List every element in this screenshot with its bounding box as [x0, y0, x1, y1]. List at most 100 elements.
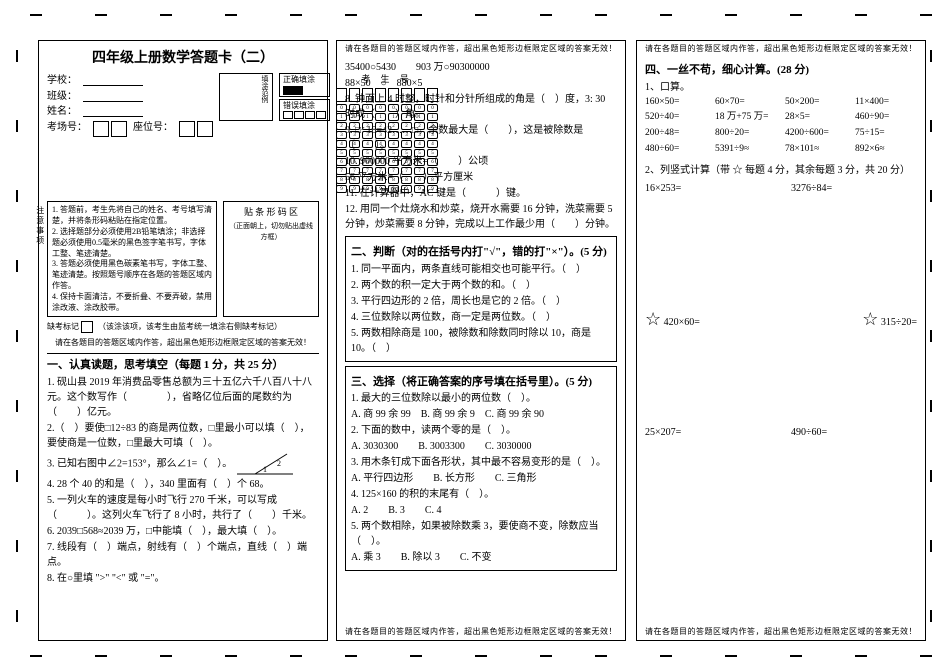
mental-calc-grid: 160×50= 60×70= 50×200= 11×400= 520÷40= 18 万+7… — [645, 96, 917, 157]
barcode-sub: （正面朝上，切勿贴出虚线方框） — [228, 221, 314, 241]
section-1-head: 一、认真读题，思考填空（每题 1 分，共 25 分） — [47, 353, 319, 374]
calc-item: 75÷15= — [855, 127, 917, 141]
svg-text:1: 1 — [263, 465, 267, 474]
calc-item: 892×6≈ — [855, 143, 917, 157]
notice-3: 3. 答题必须使用黑色碳素笔书写，字体工整、笔迹清楚。按照题号顺序在各题的答题区… — [52, 259, 212, 291]
col-2: 3276÷84= — [791, 182, 917, 197]
fill-samples: 正确填涂 错误填涂 — [279, 73, 330, 124]
calc-item: 160×50= — [645, 96, 707, 110]
fill-example: 填涂范例 — [219, 73, 273, 121]
q2-4: 4. 三位数除以两位数，商一定是两位数。（ ） — [351, 310, 611, 325]
q3-4: 4. 125×160 的积的末尾有（ ）。 — [351, 487, 611, 502]
star-row-1: ☆ ☆ 420×60=420×60= ☆ 315÷20= — [645, 306, 917, 332]
calc-item: 800÷20= — [715, 127, 777, 141]
field-school[interactable] — [83, 74, 143, 86]
calc-item: 480÷60= — [645, 143, 707, 157]
edge-bot-3: 请在各题目的答题区域内作答，超出黑色矩形边框限定区域的答案无效！ — [637, 626, 925, 638]
calc-item: 4200÷600= — [785, 127, 847, 141]
fill-bad-label: 错误填涂 — [283, 101, 315, 110]
fill-title: 填涂范例 — [223, 75, 269, 119]
seat-boxes[interactable] — [179, 121, 213, 137]
q3-5o: A. 乘 3 B. 除以 3 C. 不变 — [351, 550, 611, 565]
calc-item: 78×101≈ — [785, 143, 847, 157]
col-6: 490÷60= — [791, 426, 917, 441]
svg-text:2: 2 — [277, 459, 281, 468]
kousuan-head: 1、口算。 — [645, 80, 917, 95]
col-5: 25×207= — [645, 426, 771, 441]
notice-2: 2. 选择题部分必须使用2B铅笔填涂；非选择题必须使用0.5毫米的黑色签字笔书写… — [52, 227, 212, 259]
column-calc-2: 25×207= 490÷60= — [645, 426, 917, 441]
q3-2: 2. 下面的数中，读两个零的是（ ）。 — [351, 423, 611, 438]
calc-item: 18 万+75 万= — [715, 111, 777, 125]
absent-checkbox[interactable] — [81, 321, 93, 333]
q1-7: 7. 线段有（ ）端点，射线有（ ）个端点，直线（ ）端点。 — [47, 540, 319, 570]
absent-note: （该涂该项，该考生由监考统一填涂右侧缺考标记） — [98, 322, 282, 331]
p2-l3: 8. 钟面上 4 时整，时针和分针所组成的角是（ ）度，3: 30 时成（ ）角… — [345, 92, 617, 122]
calc-item: 460÷90= — [855, 111, 917, 125]
calc-item: 60×70= — [715, 96, 777, 110]
edge-bot-2: 请在各题目的答题区域内作答，超出黑色矩形边框限定区域的答案无效！ — [337, 626, 625, 638]
field-name[interactable] — [83, 105, 143, 117]
label-school: 学校： — [47, 74, 77, 89]
q3-3: 3. 用木条钉成下面各形状，其中最不容易变形的是（ ）。 — [351, 455, 611, 470]
notice-box: 1. 答题前，考生先将自己的姓名、考号填写清楚，并将条形码粘贴在指定位置。 2.… — [47, 201, 217, 317]
label-class: 班级： — [47, 90, 77, 105]
panel-2: 请在各题目的答题区域内作答，超出黑色矩形边框限定区域的答案无效！ 35400○5… — [336, 40, 626, 641]
column-head: 2、列竖式计算（带 ☆ 每题 4 分，其余每题 3 分，共 20 分） — [645, 163, 917, 178]
section-2-box: 二、判断（对的在括号内打"√"，错的打"×"）。(5 分) 1. 同一平面内，两… — [345, 236, 617, 362]
q3-1o: A. 商 99 余 99 B. 商 99 余 9 C. 商 99 余 90 — [351, 407, 611, 422]
section-3-head: 三、选择（将正确答案的序号填在括号里）。(5 分) — [351, 373, 611, 391]
q2-3: 3. 平行四边形的 2 倍，周长也是它的 2 倍。（ ） — [351, 294, 611, 309]
p2-l8: 12. 用同一个灶烧水和炒菜，烧开水需要 16 分钟，洗菜需要 5 分钟，炒菜需… — [345, 202, 617, 232]
notice-4: 4. 保持卡面清洁，不要折叠、不要弄破，禁用涂改液、涂改胶带。 — [52, 292, 212, 314]
calc-item: 50×200= — [785, 96, 847, 110]
q1-1: 1. 砚山县 2019 年消费品零售总额为三十五亿六千八百八十八元。这个数写作（… — [47, 375, 319, 420]
q1-5: 5. 一列火车的速度是每小时飞行 270 千米，可以写成（ ）。这列火车飞行了 … — [47, 493, 319, 523]
panel-3: 请在各题目的答题区域内作答，超出黑色矩形边框限定区域的答案无效！ 四、一丝不苟，… — [636, 40, 926, 641]
col-1: 16×253= — [645, 182, 771, 197]
calc-item: 520÷40= — [645, 111, 707, 125]
p2-l7: 11. 在计算器中，AC 键是（ ）键。 — [345, 186, 617, 201]
calc-item: 5391÷9≈ — [715, 143, 777, 157]
q3-5: 5. 两个数相除，如果被除数乘 3，要使商不变，除数应当（ ）。 — [351, 519, 611, 549]
fill-ok-label: 正确填涂 — [283, 75, 315, 84]
absent-label: 缺考标记 — [47, 322, 79, 331]
room-boxes[interactable] — [93, 121, 127, 137]
student-info: 学校： 班级： 姓名： 考场号： 座位号： — [47, 73, 213, 138]
p2-l4: 9. □÷18=42……□，余数最大是（ ），这是被除数是（ ）。 — [345, 123, 617, 153]
label-seat: 座位号： — [133, 121, 173, 136]
p2-l6: 56 平方米=（ ）平方厘米 — [345, 170, 617, 185]
calc-item: 200÷48= — [645, 127, 707, 141]
calc-item: 11×400= — [855, 96, 917, 110]
q2-2: 2. 两个数的积一定大于两个数的和。（ ） — [351, 278, 611, 293]
q1-6: 6. 2039□568≈2039 万，□中能填（ ），最大填（ ）。 — [47, 524, 319, 539]
panel-1: 四年级上册数学答题卡（二） 学校： 班级： 姓名： 考场号： 座位号： 填涂范例 — [38, 40, 328, 641]
q1-8: 8. 在○里填 ">" "<" 或 "="。 — [47, 571, 319, 586]
section-4-head: 四、一丝不苟，细心计算。(28 分) — [645, 61, 917, 79]
barcode-area: 贴 条 形 码 区 （正面朝上，切勿贴出虚线方框） — [223, 201, 319, 317]
q3-3o: A. 平行四边形 B. 长方形 C. 三角形 — [351, 471, 611, 486]
q2-5: 5. 两数相除商是 100，被除数和除数同时除以 10，商是 10。（ ） — [351, 326, 611, 356]
edge-top-3: 请在各题目的答题区域内作答，超出黑色矩形边框限定区域的答案无效！ — [645, 43, 917, 55]
q1-4: 4. 28 个 40 的和是（ ），340 里面有（ ）个 68。 — [47, 477, 319, 492]
q3-4o: A. 2 B. 3 C. 4 — [351, 503, 611, 518]
edge-top-2: 请在各题目的答题区域内作答，超出黑色矩形边框限定区域的答案无效！ — [345, 43, 617, 55]
star-icon: ☆ — [645, 309, 661, 329]
label-room: 考场号： — [47, 121, 87, 136]
label-name: 姓名： — [47, 105, 77, 120]
page-title: 四年级上册数学答题卡（二） — [47, 49, 319, 69]
section-2-head: 二、判断（对的在括号内打"√"，错的打"×"）。(5 分) — [351, 243, 611, 261]
hint-1: 请在各题目的答题区域内作答，超出黑色矩形边框限定区域的答案无效！ — [47, 337, 319, 349]
angle-figure: 1 2 — [235, 452, 295, 476]
notice-1: 1. 答题前，考生先将自己的姓名、考号填写清楚，并将条形码粘贴在指定位置。 — [52, 205, 212, 227]
q2-1: 1. 同一平面内，两条直线可能相交也可能平行。（ ） — [351, 262, 611, 277]
absent-mark: 缺考标记 （该涂该项，该考生由监考统一填涂右侧缺考标记） — [47, 321, 319, 333]
p2-l2: 88×50 ○ 880×5 — [345, 76, 617, 91]
column-calc: 16×253= 3276÷84= — [645, 182, 917, 197]
section-3-box: 三、选择（将正确答案的序号填在括号里）。(5 分) 1. 最大的三位数除以最小的… — [345, 366, 617, 572]
star-icon: ☆ — [862, 309, 878, 329]
barcode-label: 贴 条 形 码 区 — [228, 206, 314, 219]
q1-2: 2.（ ）要使□12÷83 的商是两位数，□里最小可以填（ ），要使商是一位数，… — [47, 421, 319, 451]
field-class[interactable] — [83, 90, 143, 102]
p2-l5: 10. 900000 平方米=（ ）公顷 — [345, 154, 617, 169]
